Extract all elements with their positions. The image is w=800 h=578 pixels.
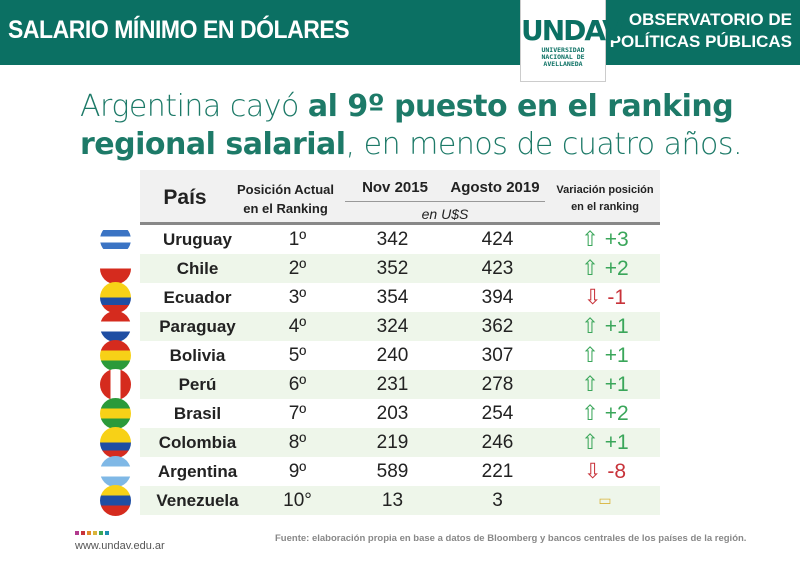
website: www.undav.edu.ar — [75, 540, 165, 552]
arrow-up-icon: ⇧ — [581, 228, 599, 251]
flag-icon — [100, 427, 131, 458]
table-row: Bolivia 5º 240 307 ⇧ +1 — [100, 340, 660, 371]
equal-icon: ▭ — [598, 492, 612, 508]
ranking-table: País Posición Actual en el Ranking Nov 2… — [100, 170, 660, 516]
value-nov2015: 240 — [376, 344, 409, 366]
value-nov2015: 324 — [376, 315, 409, 337]
header-position: Posición Actual en el Ranking — [236, 182, 335, 216]
table-body: Uruguay 1º 342 424 ⇧ +3 Chile 2º 352 423… — [100, 224, 660, 516]
flag-icon — [100, 253, 131, 284]
arrow-up-icon: ⇧ — [581, 315, 599, 338]
flag-icon — [100, 369, 131, 400]
table-row: Argentina 9º 589 221 ⇩ -8 — [100, 456, 660, 487]
country-name: Perú — [178, 374, 217, 394]
arrow-up-icon: ⇧ — [581, 257, 599, 280]
current-position: 6º — [288, 373, 307, 395]
value-nov2015: 231 — [376, 373, 409, 395]
value-nov2015: 219 — [376, 431, 409, 453]
value-nov2015: 352 — [376, 257, 409, 279]
arrow-up-icon: ⇧ — [581, 431, 599, 454]
country-name: Colombia — [158, 432, 237, 452]
headline: Argentina cayó al 9º puesto en el rankin… — [80, 89, 743, 162]
country-name: Chile — [176, 258, 219, 278]
current-position: 4º — [288, 315, 307, 337]
flag-icon — [100, 311, 131, 342]
variation: ⇩ -8 — [583, 460, 627, 483]
current-position: 10° — [283, 489, 312, 511]
value-ago2019: 307 — [481, 344, 514, 366]
source-note: Fuente: elaboración propia en base a dat… — [275, 533, 747, 544]
value-ago2019: 424 — [481, 228, 514, 250]
variation: ⇧ +2 — [581, 402, 629, 425]
current-position: 9º — [288, 460, 307, 482]
variation: ⇧ +1 — [581, 431, 629, 454]
value-nov2015: 13 — [381, 489, 404, 511]
value-ago2019: 423 — [481, 257, 514, 279]
header-variation: Variación posición en el ranking — [556, 184, 654, 213]
value-nov2015: 203 — [376, 402, 409, 424]
arrow-down-icon: ⇩ — [583, 286, 602, 309]
value-nov2015: 354 — [376, 286, 409, 308]
observatory-title: OBSERVATORIO DE POLÍTICAS PÚBLICAS — [609, 10, 792, 51]
arrow-down-icon: ⇩ — [583, 460, 602, 483]
arrow-up-icon: ⇧ — [581, 402, 599, 425]
country-name: Uruguay — [163, 229, 232, 249]
variation: ⇧ +1 — [581, 315, 629, 338]
arrow-up-icon: ⇧ — [581, 344, 599, 367]
table-row: Perú 6º 231 278 ⇧ +1 — [100, 369, 660, 400]
variation: ⇧ +1 — [581, 373, 629, 396]
flag-icon — [100, 485, 131, 516]
table-row: Ecuador 3º 354 394 ⇩ -1 — [100, 282, 660, 313]
flag-icon — [100, 398, 131, 429]
value-nov2015: 589 — [376, 460, 409, 482]
table-row: Colombia 8º 219 246 ⇧ +1 — [100, 427, 660, 458]
current-position: 1º — [288, 228, 307, 250]
country-name: Ecuador — [163, 287, 232, 307]
table-row: Paraguay 4º 324 362 ⇧ +1 — [100, 311, 660, 342]
current-position: 5º — [288, 344, 307, 366]
undav-logo: UNDAV UNIVERSIDAD NACIONAL DE AVELLANEDA — [520, 0, 624, 82]
current-position: 3º — [288, 286, 307, 308]
value-ago2019: 3 — [492, 489, 503, 511]
country-name: Bolivia — [169, 345, 226, 365]
country-name: Argentina — [157, 461, 238, 481]
flag-icon — [100, 282, 131, 313]
header-country: País — [163, 186, 207, 209]
value-ago2019: 362 — [481, 315, 514, 337]
header-band: SALARIO MÍNIMO EN DÓLARES OBSERVATORIO D… — [0, 0, 800, 65]
brand-dots — [75, 531, 109, 535]
value-ago2019: 221 — [481, 460, 514, 482]
variation: ▭ — [550, 492, 660, 509]
value-ago2019: 394 — [481, 286, 514, 308]
header-nov2015: Nov 2015 — [362, 179, 428, 196]
country-name: Venezuela — [156, 490, 239, 510]
variation: ⇩ -1 — [583, 286, 627, 309]
flag-icon — [100, 340, 131, 371]
current-position: 7º — [288, 402, 307, 424]
variation: ⇧ +1 — [581, 344, 629, 367]
header-unit: en U$S — [345, 201, 545, 222]
current-position: 2º — [288, 257, 307, 279]
flag-icon — [100, 224, 131, 255]
table-row: Uruguay 1º 342 424 ⇧ +3 — [100, 224, 660, 255]
table-row: Brasil 7º 203 254 ⇧ +2 — [100, 398, 660, 429]
country-name: Paraguay — [159, 316, 236, 336]
page-title: SALARIO MÍNIMO EN DÓLARES — [8, 16, 350, 44]
variation: ⇧ +3 — [581, 228, 629, 251]
variation: ⇧ +2 — [581, 257, 629, 280]
current-position: 8º — [288, 431, 307, 453]
value-ago2019: 278 — [481, 373, 514, 395]
value-nov2015: 342 — [376, 228, 409, 250]
value-ago2019: 246 — [481, 431, 514, 453]
table-row: Venezuela 10° 13 3 ▭ — [100, 485, 660, 516]
value-ago2019: 254 — [481, 402, 514, 424]
table-header: País Posición Actual en el Ranking Nov 2… — [140, 170, 660, 225]
arrow-up-icon: ⇧ — [581, 373, 599, 396]
country-name: Brasil — [173, 403, 222, 423]
table-row: Chile 2º 352 423 ⇧ +2 — [100, 253, 660, 284]
header-ago2019: Agosto 2019 — [450, 179, 540, 196]
flag-icon — [100, 456, 131, 487]
